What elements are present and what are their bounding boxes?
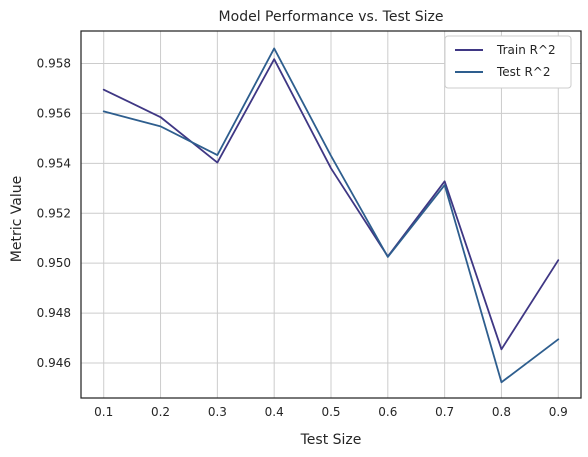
y-tick-label: 0.950 [37, 256, 71, 270]
y-tick-label: 0.946 [37, 356, 71, 370]
y-tick-label: 0.956 [37, 106, 71, 120]
y-tick-label: 0.954 [37, 156, 71, 170]
legend: Train R^2 Test R^2 [444, 35, 572, 89]
x-tick-labels: 0.1 0.2 0.3 0.4 0.5 0.6 0.7 0.8 0.9 [94, 405, 568, 419]
x-tick-label: 0.1 [94, 405, 113, 419]
series-line-train [102, 58, 560, 351]
x-tick-label: 0.7 [435, 405, 454, 419]
legend-label-train: Train R^2 [496, 43, 556, 57]
x-tick-label: 0.8 [492, 405, 511, 419]
series-line-test [102, 47, 560, 384]
y-tick-labels: 0.946 0.948 0.950 0.952 0.954 0.956 0.958 [37, 56, 71, 370]
x-axis-label: Test Size [300, 432, 362, 448]
y-axis-label: Metric Value [9, 176, 25, 262]
chart-title: Model Performance vs. Test Size [219, 9, 444, 25]
x-tick-label: 0.5 [321, 405, 340, 419]
x-tick-label: 0.2 [151, 405, 170, 419]
x-tick-label: 0.3 [208, 405, 227, 419]
x-tick-label: 0.6 [378, 405, 397, 419]
plot-frame [80, 30, 582, 399]
x-tick-label: 0.9 [549, 405, 568, 419]
x-tick-label: 0.4 [265, 405, 284, 419]
grid-layer [81, 31, 581, 398]
y-tick-label: 0.958 [37, 56, 71, 70]
y-tick-label: 0.952 [37, 206, 71, 220]
y-tick-label: 0.948 [37, 306, 71, 320]
series-layer [102, 47, 560, 384]
legend-label-test: Test R^2 [496, 65, 550, 79]
